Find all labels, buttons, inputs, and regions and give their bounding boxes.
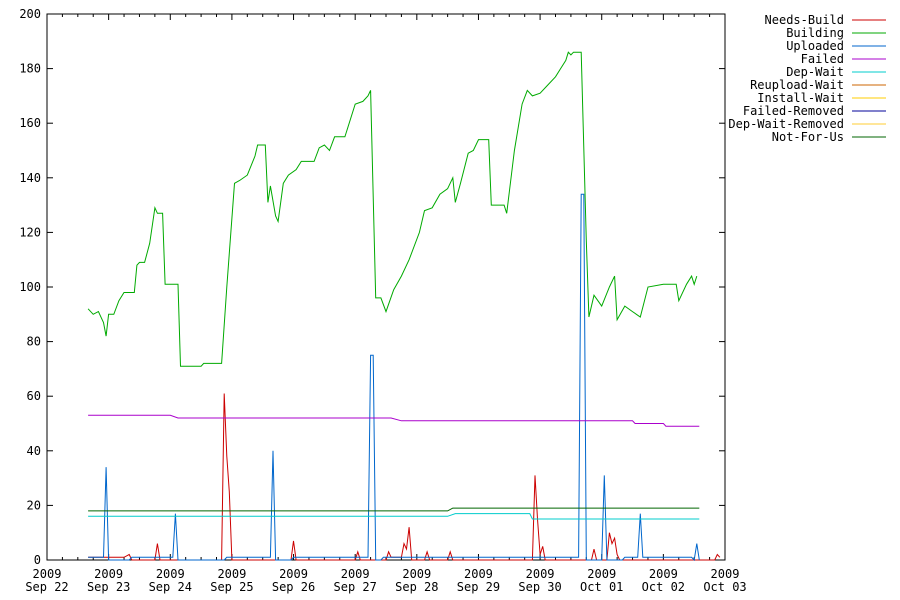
- legend-label: Dep-Wait: [786, 65, 844, 79]
- y-tick-label: 40: [27, 444, 41, 458]
- legend-label: Not-For-Us: [772, 130, 844, 144]
- x-tick-label: Sep 22: [25, 580, 68, 594]
- legend-label: Failed-Removed: [743, 104, 844, 118]
- x-tick-label: Oct 02: [642, 580, 685, 594]
- x-tick-year-label: 2009: [341, 567, 370, 581]
- series-line-needs-build: [88, 393, 721, 561]
- y-tick-label: 200: [19, 7, 41, 21]
- y-tick-label: 100: [19, 280, 41, 294]
- series-line-not-for-us: [88, 507, 700, 512]
- x-tick-label: Oct 01: [580, 580, 623, 594]
- x-tick-year-label: 2009: [217, 567, 246, 581]
- legend-label: Dep-Wait-Removed: [728, 117, 844, 131]
- y-tick-label: 20: [27, 498, 41, 512]
- y-tick-label: 160: [19, 116, 41, 130]
- y-tick-label: 120: [19, 225, 41, 239]
- x-tick-year-label: 2009: [711, 567, 740, 581]
- y-tick-label: 140: [19, 171, 41, 185]
- x-tick-year-label: 2009: [33, 567, 62, 581]
- y-tick-label: 80: [27, 335, 41, 349]
- x-tick-year-label: 2009: [402, 567, 431, 581]
- x-tick-label: Sep 30: [518, 580, 561, 594]
- plot-frame: [46, 13, 726, 561]
- x-tick-year-label: 2009: [587, 567, 616, 581]
- x-tick-label: Sep 26: [272, 580, 315, 594]
- series-line-failed: [88, 414, 700, 427]
- x-tick-year-label: 2009: [279, 567, 308, 581]
- y-tick-label: 180: [19, 62, 41, 76]
- y-tick-label: 60: [27, 389, 41, 403]
- y-tick-label: 0: [34, 553, 41, 567]
- legend-label: Reupload-Wait: [750, 78, 844, 92]
- legend-label: Install-Wait: [757, 91, 844, 105]
- x-tick-year-label: 2009: [464, 567, 493, 581]
- legend-label: Uploaded: [786, 39, 844, 53]
- legend: Needs-BuildBuildingUploadedFailedDep-Wai…: [728, 13, 886, 144]
- legend-label: Failed: [801, 52, 844, 66]
- legend-label: Needs-Build: [765, 13, 844, 27]
- x-tick-year-label: 2009: [94, 567, 123, 581]
- x-tick-label: Sep 28: [395, 580, 438, 594]
- y-axis: 0 20 40 60 80 100 120 140 160 180 200: [19, 7, 725, 567]
- x-tick-label: Sep 27: [334, 580, 377, 594]
- x-tick-year-label: 2009: [156, 567, 185, 581]
- legend-label: Building: [786, 26, 844, 40]
- x-tick-year-label: 2009: [526, 567, 555, 581]
- series-line-building: [87, 51, 698, 367]
- series-layer: [87, 51, 721, 562]
- x-tick-year-label: 2009: [649, 567, 678, 581]
- series-line-dep-wait: [88, 513, 700, 520]
- x-tick-label: Sep 24: [149, 580, 192, 594]
- x-tick-label: Sep 23: [87, 580, 130, 594]
- x-tick-label: Oct 03: [703, 580, 746, 594]
- x-tick-label: Sep 29: [457, 580, 500, 594]
- x-tick-label: Sep 25: [210, 580, 253, 594]
- series-line-uploaded: [88, 193, 700, 562]
